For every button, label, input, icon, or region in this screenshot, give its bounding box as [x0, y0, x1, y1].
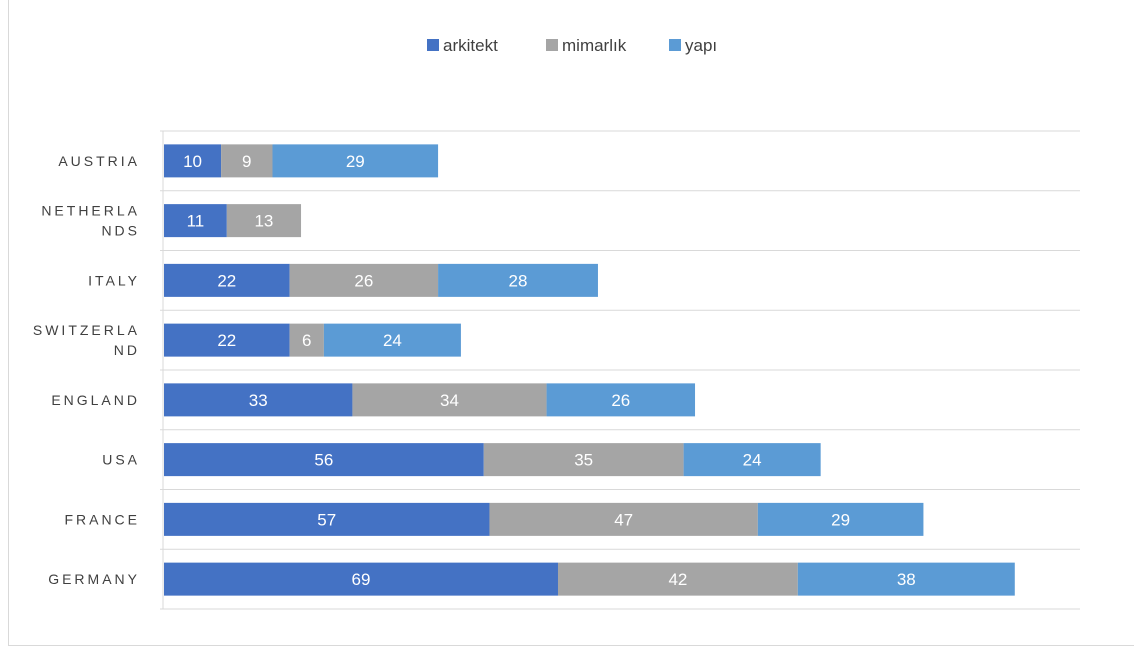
category-label: ITALY [88, 272, 140, 288]
bar-yapı [323, 323, 461, 357]
data-label-yapı: 24 [383, 331, 402, 350]
data-label-arkitekt: 56 [314, 451, 333, 470]
bar-mimarlık [226, 204, 302, 238]
data-label-yapı: 24 [743, 451, 762, 470]
bar-yapı [797, 562, 1015, 596]
category-label: USA [102, 452, 140, 468]
category-label: NETHERLA [41, 203, 140, 219]
bar-yapı [546, 383, 696, 417]
data-label-arkitekt: 57 [317, 510, 336, 529]
bar-arkitekt [164, 323, 290, 357]
bar-arkitekt [164, 383, 353, 417]
data-label-yapı: 29 [346, 152, 365, 171]
category-label: GERMANY [48, 571, 140, 587]
bar-mimarlık [489, 502, 758, 536]
data-label-yapı: 38 [897, 570, 916, 589]
data-label-mimarlık: 42 [668, 570, 687, 589]
bar-arkitekt [164, 502, 490, 536]
bar-yapı [272, 144, 439, 178]
category-label: ND [114, 342, 140, 358]
data-label-mimarlık: 26 [354, 271, 373, 290]
bar-mimarlık [352, 383, 547, 417]
legend-swatch-yapı [669, 39, 681, 51]
bar-arkitekt [164, 562, 558, 596]
bars: 10 9 29 11 13 22 26 28 22 6 24 33 34 26 56 35 24 57 47 29 69… [164, 144, 1015, 596]
bar-arkitekt [164, 443, 484, 477]
category-label: ENGLAND [51, 392, 140, 408]
legend-label-mimarlık: mimarlık [562, 36, 627, 55]
legend-label-arkitekt: arkitekt [443, 36, 498, 55]
data-label-mimarlık: 34 [440, 391, 459, 410]
data-label-arkitekt: 69 [352, 570, 371, 589]
bar-mimarlık [483, 443, 684, 477]
bar-mimarlık [557, 562, 798, 596]
data-label-mimarlık: 35 [574, 451, 593, 470]
bar-mimarlık [289, 323, 324, 357]
data-label-arkitekt: 11 [187, 212, 205, 231]
category-label: FRANCE [64, 511, 140, 527]
legend-swatch-mimarlık [546, 39, 558, 51]
bar-arkitekt [164, 144, 222, 178]
data-label-arkitekt: 22 [217, 271, 236, 290]
bar-yapı [757, 502, 924, 536]
legend: arkitekt mimarlık yapı [427, 36, 717, 55]
data-label-yapı: 28 [509, 271, 528, 290]
legend-swatch-arkitekt [427, 39, 439, 51]
legend-label-yapı: yapı [685, 36, 717, 55]
bar-yapı [683, 443, 821, 477]
bar-yapı [438, 263, 598, 297]
bar-arkitekt [164, 204, 227, 238]
data-label-arkitekt: 22 [217, 331, 236, 350]
bar-mimarlık [221, 144, 273, 178]
data-label-arkitekt: 33 [249, 391, 268, 410]
data-label-mimarlık: 47 [614, 510, 633, 529]
data-label-mimarlık: 13 [254, 212, 273, 231]
category-axis: AUSTRIA NETHERLA NDS ITALY SWITZERLA ND ENGLAN… [33, 153, 140, 587]
category-label: SWITZERLA [33, 322, 140, 338]
data-label-mimarlık: 6 [302, 331, 311, 350]
gridlines [160, 130, 1080, 610]
category-label: NDS [101, 223, 140, 239]
data-label-arkitekt: 10 [183, 152, 202, 171]
data-label-yapı: 26 [611, 391, 630, 410]
category-label: AUSTRIA [58, 153, 140, 169]
data-label-yapı: 29 [831, 510, 850, 529]
bar-arkitekt [164, 263, 290, 297]
data-label-mimarlık: 9 [242, 152, 251, 171]
chart-frame [8, 0, 1134, 646]
bar-mimarlık [289, 263, 439, 297]
